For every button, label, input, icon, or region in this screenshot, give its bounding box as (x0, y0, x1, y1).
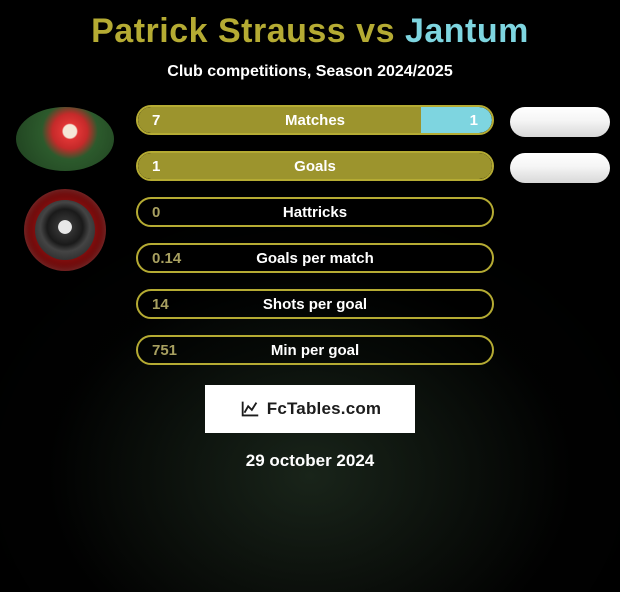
stat-row: Min per goal751 (136, 335, 494, 365)
stat-label: Goals per match (138, 250, 492, 267)
player2-name: Jantum (405, 12, 529, 50)
stat-label: Shots per goal (138, 296, 492, 313)
stat-value-p1: 1 (152, 158, 160, 175)
stat-label: Matches (138, 112, 492, 129)
stat-value-p2: 1 (470, 112, 478, 129)
player1-photo (16, 107, 114, 171)
right-column (510, 105, 610, 183)
subtitle: Club competitions, Season 2024/2025 (0, 63, 620, 81)
stat-label: Goals (138, 158, 492, 175)
stat-row: Matches7 1 (136, 105, 494, 135)
stat-value-p1: 0.14 (152, 250, 181, 267)
watermark: FcTables.com (205, 385, 415, 433)
stat-label: Hattricks (138, 204, 492, 221)
vs-text: vs (356, 12, 405, 50)
player1-club-badge (24, 189, 106, 271)
stat-row: Shots per goal14 (136, 289, 494, 319)
stat-value-p1: 14 (152, 296, 169, 313)
stat-value-p1: 7 (152, 112, 160, 129)
stat-value-p1: 0 (152, 204, 160, 221)
watermark-text: FcTables.com (267, 399, 382, 419)
stat-value-p1: 751 (152, 342, 177, 359)
stat-row: Goals1 (136, 151, 494, 181)
player2-placeholder-oval (510, 153, 610, 183)
player1-name: Patrick Strauss (91, 12, 346, 50)
stat-label: Min per goal (138, 342, 492, 359)
page-title: Patrick Strauss vs Jantum (0, 12, 620, 51)
stat-row: Goals per match0.14 (136, 243, 494, 273)
stats-bars: Matches71Goals1Hattricks0Goals per match… (136, 105, 494, 365)
left-column (10, 105, 120, 271)
player2-placeholder-oval (510, 107, 610, 137)
stat-row: Hattricks0 (136, 197, 494, 227)
date: 29 october 2024 (0, 451, 620, 471)
chart-icon (239, 398, 261, 420)
